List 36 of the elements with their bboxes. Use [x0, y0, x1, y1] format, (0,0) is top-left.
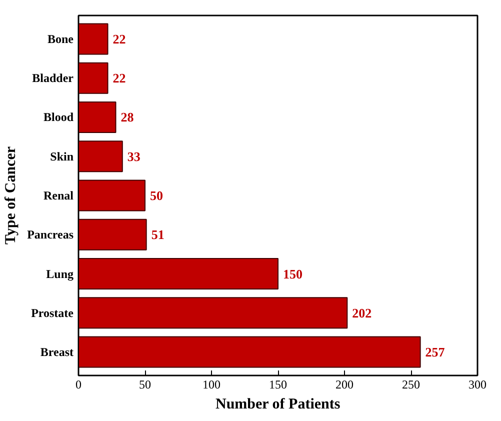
y-tick-label: Pancreas [27, 228, 74, 242]
data-label: 28 [120, 110, 134, 125]
x-axis-title: Number of Patients [216, 396, 340, 412]
bar [78, 62, 108, 94]
data-label: 22 [112, 70, 126, 86]
y-axis-title: Type of Cancer [3, 146, 20, 245]
data-label: 51 [151, 227, 164, 242]
y-tick-label: Renal [44, 188, 74, 202]
y-tick-label: Bone [47, 32, 74, 46]
bar [78, 23, 108, 55]
y-tick-label: Blood [43, 110, 74, 124]
x-tick-label: 150 [269, 378, 287, 392]
x-tick-label: 0 [76, 378, 82, 392]
bar [78, 180, 146, 212]
x-tick-label: 200 [336, 378, 354, 392]
data-label: 33 [127, 148, 141, 164]
y-tick-label: Breast [40, 345, 74, 360]
data-label: 202 [352, 305, 372, 320]
data-label: 50 [150, 188, 163, 203]
y-tick-label: Bladder [32, 71, 74, 86]
data-label: 257 [425, 344, 446, 360]
bar [78, 140, 123, 172]
bar [78, 258, 278, 290]
x-tick-label: 50 [139, 378, 151, 392]
x-tick-label: 300 [468, 378, 486, 392]
y-tick-label: Prostate [31, 306, 74, 320]
bar [78, 218, 147, 250]
y-tick-label: Lung [46, 266, 74, 281]
bar [78, 101, 116, 133]
x-tick-label: 100 [202, 378, 220, 392]
x-tick-label: 250 [402, 378, 420, 392]
bar [78, 297, 348, 329]
bar [78, 336, 421, 368]
data-label: 150 [283, 266, 302, 282]
y-tick-label: Skin [50, 149, 74, 164]
data-label: 22 [112, 31, 126, 46]
